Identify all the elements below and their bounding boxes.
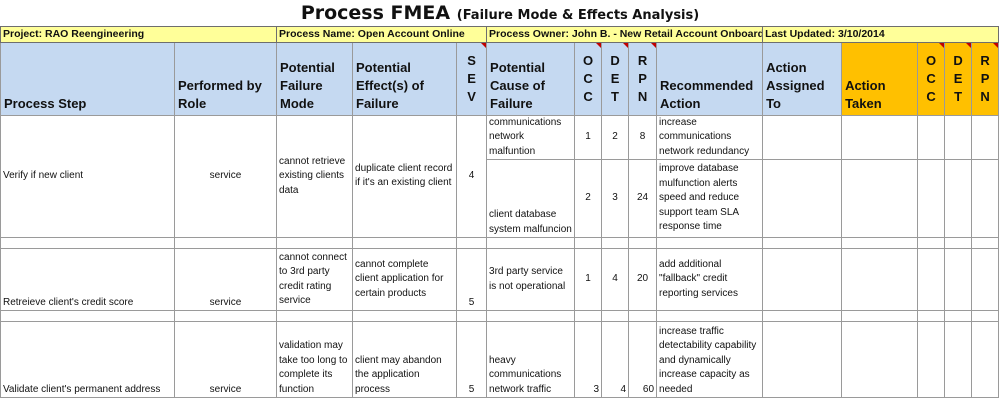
det2-cell[interactable] [944,159,973,238]
spacer-row [0,237,1000,249]
recommended-cell[interactable]: increase communications network redundan… [656,114,764,160]
sev-cell[interactable]: 5 [456,321,488,398]
effects-cell[interactable]: cannot complete client application for c… [352,248,458,311]
det2-cell[interactable] [944,114,973,160]
sev-cell[interactable]: 4 [456,114,488,238]
fmea-table: Project: RAO Reengineering Process Name:… [0,26,1000,398]
header-row: Process Step Performed by Role Potential… [0,41,1000,116]
table-row: Retreieve client's credit score service … [0,248,1000,311]
taken-cell[interactable] [841,248,919,311]
occ-cell[interactable]: 1 [574,248,603,311]
cause-cell[interactable]: heavy communications network traffic [486,321,576,398]
table-row: client database system malfuncion 2 3 24… [1,159,1000,238]
header-failure-mode[interactable]: Potential Failure Mode [276,41,354,116]
assigned-cell[interactable] [762,248,843,311]
recommended-cell[interactable]: increase traffic detectability capabilit… [656,321,764,398]
det2-cell[interactable] [944,321,973,398]
header-det[interactable]: D E T [601,41,630,116]
occ-cell[interactable]: 3 [574,321,603,398]
sev-cell[interactable]: 5 [456,248,488,311]
effects-cell[interactable]: duplicate client record if it's an exist… [352,114,458,238]
taken-cell[interactable] [841,114,919,160]
role-cell[interactable]: service [173,321,278,398]
header-performed-by[interactable]: Performed by Role [173,41,278,116]
header-occ2[interactable]: O C C [917,41,946,116]
rpn2-cell[interactable] [971,248,1000,311]
occ2-cell[interactable] [917,248,946,311]
det-cell[interactable]: 4 [601,321,630,398]
rpn2-cell[interactable] [971,159,1000,238]
recommended-cell[interactable]: improve database mulfunction alerts spee… [656,159,764,238]
cause-cell[interactable]: communications network malfuntion [486,114,576,160]
role-cell[interactable]: service [173,114,278,238]
table-row: Verify if new client service cannot retr… [0,114,1000,238]
last-updated-cell[interactable]: Last Updated: 3/10/2014 [762,26,1000,43]
rpn2-cell[interactable] [971,114,1000,160]
header-rpn2[interactable]: R P N [971,41,1000,116]
rpn2-cell[interactable] [971,321,1000,398]
info-bar: Project: RAO Reengineering Process Name:… [0,26,1000,43]
occ2-cell[interactable] [917,159,946,238]
taken-cell[interactable] [841,159,919,238]
occ2-cell[interactable] [917,114,946,160]
header-sev[interactable]: S E V [456,41,488,116]
process-step-cell[interactable]: Retreieve client's credit score [0,248,175,311]
header-recommended[interactable]: Recommended Action [656,41,764,116]
occ2-cell[interactable] [917,321,946,398]
failure-mode-cell[interactable]: cannot connect to 3rd party credit ratin… [276,248,354,311]
title-subtitle: (Failure Mode & Effects Analysis) [456,8,700,23]
rpn-cell[interactable]: 24 [628,159,658,238]
failure-mode-cell[interactable]: cannot retrieve existing clients data [276,114,354,238]
failure-mode-cell[interactable]: validation may take too long to complete… [276,321,354,398]
effects-cell[interactable]: client may abandon the application proce… [352,321,458,398]
occ-cell[interactable]: 2 [574,159,603,238]
assigned-cell[interactable] [762,114,843,160]
occ-cell[interactable]: 1 [574,114,603,160]
det-cell[interactable]: 3 [601,159,630,238]
header-process-step[interactable]: Process Step [0,41,175,116]
header-cause[interactable]: Potential Cause of Failure [486,41,576,116]
det-cell[interactable]: 4 [601,248,630,311]
table-row: Validate client's permanent address serv… [0,321,1000,398]
process-step-cell[interactable]: Verify if new client [0,114,175,238]
sheet-title: Process FMEA (Failure Mode & Effects Ana… [0,2,1000,26]
header-det2[interactable]: D E T [944,41,973,116]
assigned-cell[interactable] [762,321,843,398]
rpn-cell[interactable]: 20 [628,248,658,311]
project-cell[interactable]: Project: RAO Reengineering [0,26,278,43]
taken-cell[interactable] [841,321,919,398]
process-owner-cell[interactable]: Process Owner: John B. - New Retail Acco… [486,26,764,43]
assigned-cell[interactable] [762,159,843,238]
header-assigned[interactable]: Action Assigned To [762,41,843,116]
header-taken[interactable]: Action Taken [841,41,919,116]
cause-cell[interactable]: client database system malfuncion [486,159,576,238]
role-cell[interactable]: service [173,248,278,311]
det-cell[interactable]: 2 [601,114,630,160]
header-rpn[interactable]: R P N [628,41,658,116]
process-name-cell[interactable]: Process Name: Open Account Online [276,26,488,43]
spacer-row [0,310,1000,322]
header-occ[interactable]: O C C [574,41,603,116]
process-step-cell[interactable]: Validate client's permanent address [0,321,175,398]
cause-cell[interactable]: 3rd party service is not operational [486,248,576,311]
title-main: Process FMEA [300,2,451,24]
det2-cell[interactable] [944,248,973,311]
header-effects[interactable]: Potential Effect(s) of Failure [352,41,458,116]
recommended-cell[interactable]: add additional "fallback" credit reporti… [656,248,764,311]
rpn-cell[interactable]: 8 [628,114,658,160]
rpn-cell[interactable]: 60 [628,321,658,398]
